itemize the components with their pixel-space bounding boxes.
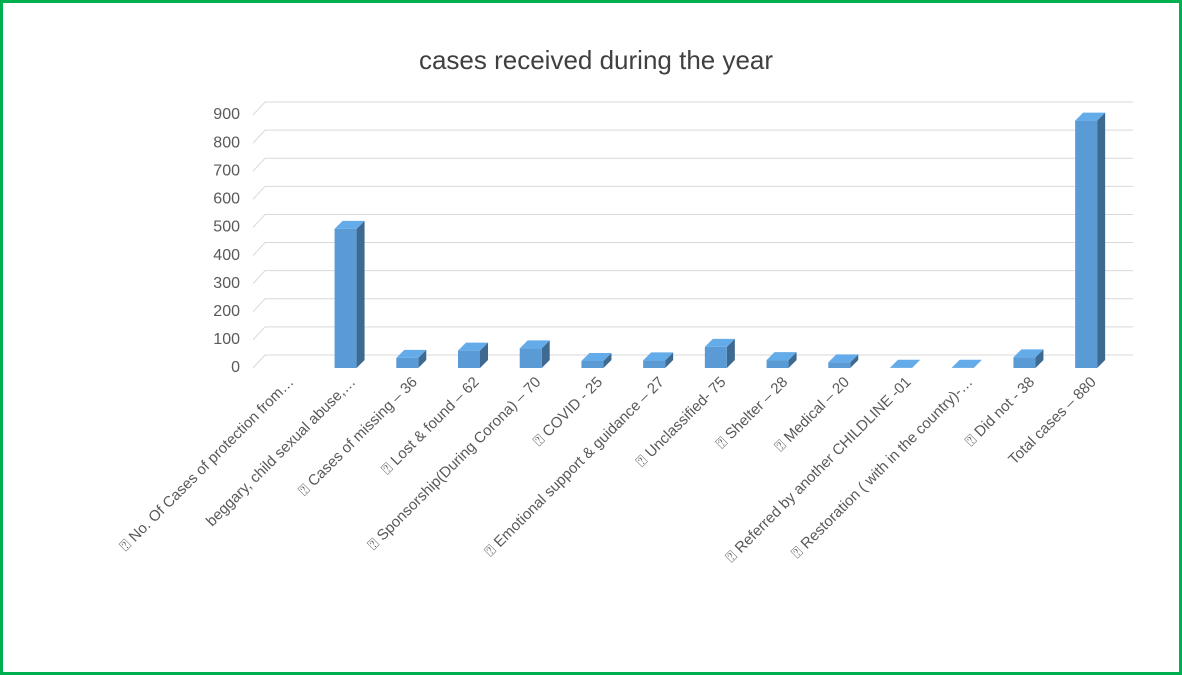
bar-side	[418, 349, 427, 368]
y-tick-label: 400	[213, 247, 240, 264]
bar-front	[704, 346, 727, 368]
bar	[828, 354, 859, 368]
bar-top	[704, 338, 735, 347]
bar	[334, 220, 365, 368]
bar-side	[603, 352, 612, 368]
bar-top	[766, 352, 797, 361]
y-tick-label: 0	[231, 359, 240, 376]
bar-side	[850, 354, 859, 368]
y-tick-label: 800	[213, 134, 240, 151]
bar-front	[581, 360, 604, 368]
bar-side	[912, 359, 920, 368]
bar	[396, 349, 427, 368]
grid-line	[252, 242, 1133, 256]
y-tick-label: 300	[213, 275, 240, 292]
bar	[766, 352, 797, 368]
bar-side	[1035, 349, 1044, 368]
bar-side	[541, 340, 550, 368]
bar-top	[458, 342, 488, 351]
bar	[581, 352, 612, 368]
grid-line	[252, 270, 1133, 285]
grid-line	[252, 101, 1133, 116]
bar	[643, 352, 674, 368]
grid-line	[252, 157, 1133, 172]
bar-top	[1013, 349, 1044, 358]
bar-side	[1097, 112, 1106, 368]
bar-side	[973, 359, 982, 368]
chart-title: cases received during the year	[419, 45, 773, 75]
bar-front	[334, 228, 357, 368]
bar-top	[1075, 112, 1106, 121]
y-tick-label: 500	[213, 219, 240, 236]
bar-side	[665, 352, 674, 368]
y-tick-label: 200	[213, 303, 240, 320]
bar-front	[766, 360, 789, 368]
bar-front	[1013, 357, 1036, 368]
bar	[458, 342, 488, 368]
grid-line	[252, 185, 1133, 200]
bar-front	[1075, 120, 1098, 368]
bar-front	[396, 357, 419, 368]
bar-top	[396, 349, 427, 358]
bar-top	[519, 340, 550, 349]
bar-top	[890, 359, 920, 368]
bar-side	[480, 342, 488, 368]
y-tick-label: 100	[213, 331, 240, 348]
grid-line	[252, 298, 1133, 313]
bar-front	[828, 362, 851, 368]
grid-line	[252, 326, 1133, 341]
y-tick-label: 600	[213, 191, 240, 208]
bar-top	[643, 352, 674, 361]
bar-front	[519, 348, 542, 368]
grid-line	[252, 213, 1133, 228]
bar-side	[726, 338, 735, 368]
bar-top	[581, 352, 612, 361]
y-tick-label: 700	[213, 162, 240, 179]
bar-top	[334, 220, 365, 229]
grid-line	[252, 129, 1133, 144]
bar-front	[643, 360, 666, 368]
bar-top	[828, 354, 859, 363]
bar	[1013, 349, 1044, 368]
y-tick-label: 900	[213, 106, 240, 123]
bar-side	[788, 352, 797, 368]
bar-top	[951, 359, 982, 368]
bar	[890, 359, 920, 368]
bar	[951, 359, 982, 368]
bar	[704, 338, 735, 368]
bar-front	[458, 350, 480, 368]
bar	[1075, 112, 1106, 368]
bar	[519, 340, 550, 368]
bar-side	[356, 220, 365, 368]
